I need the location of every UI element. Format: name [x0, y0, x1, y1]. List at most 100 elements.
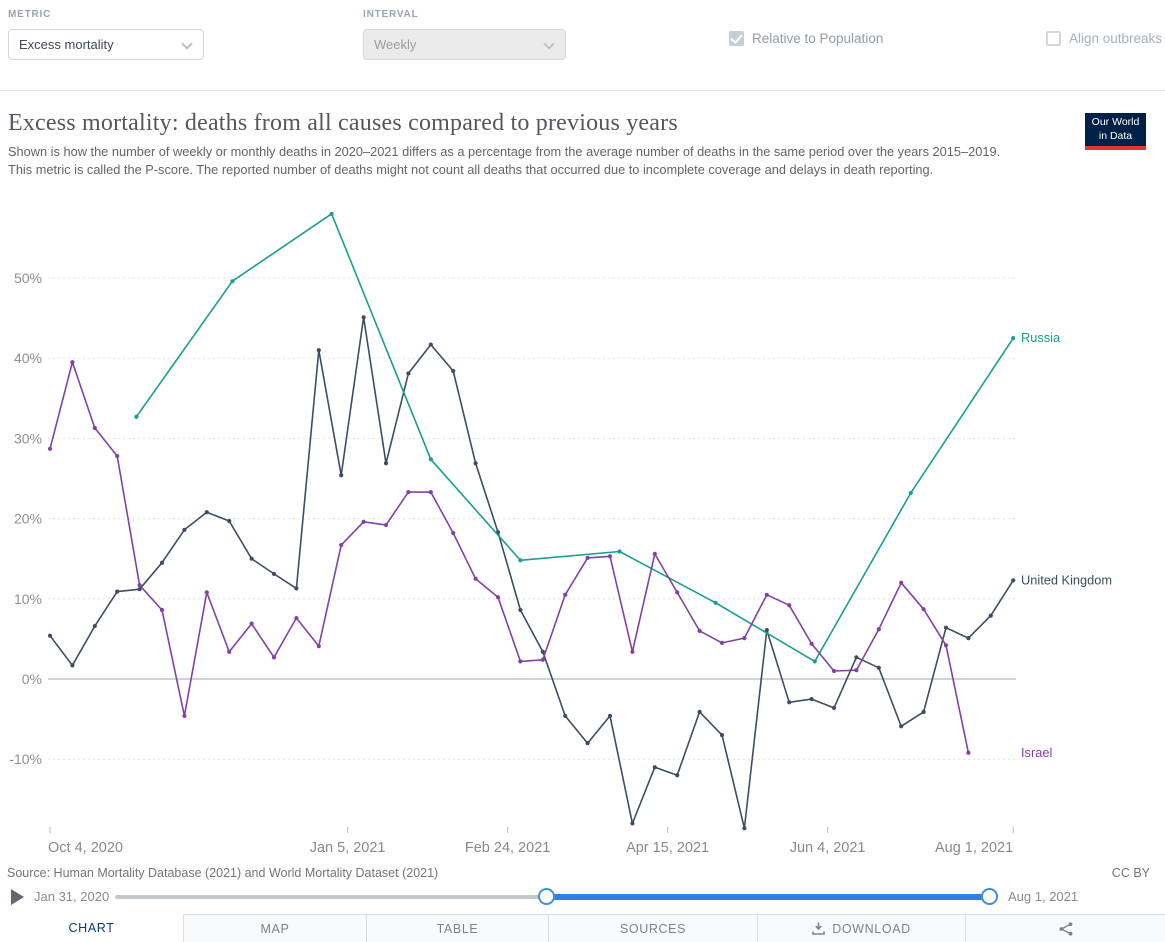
- data-point[interactable]: [652, 551, 657, 556]
- tab-map[interactable]: MAP: [183, 914, 366, 942]
- play-icon[interactable]: [11, 889, 24, 905]
- interval-dropdown[interactable]: Weekly: [363, 29, 566, 60]
- data-point[interactable]: [943, 643, 949, 648]
- data-point[interactable]: [921, 607, 926, 612]
- data-point[interactable]: [316, 348, 321, 353]
- series-end-label-russia[interactable]: Russia: [1021, 330, 1061, 345]
- data-point[interactable]: [921, 709, 926, 714]
- data-point[interactable]: [249, 556, 254, 561]
- data-point[interactable]: [764, 627, 769, 633]
- series-end-label-united-kingdom[interactable]: United Kingdom: [1021, 572, 1112, 587]
- data-point[interactable]: [854, 655, 859, 660]
- data-point[interactable]: [697, 628, 702, 633]
- data-point[interactable]: [47, 446, 53, 451]
- data-point[interactable]: [451, 368, 456, 374]
- data-point[interactable]: [227, 649, 232, 654]
- data-point[interactable]: [406, 490, 411, 495]
- data-point[interactable]: [652, 765, 657, 770]
- data-point[interactable]: [249, 621, 254, 626]
- data-point[interactable]: [294, 586, 299, 591]
- data-point[interactable]: [697, 709, 702, 714]
- data-point[interactable]: [812, 659, 817, 664]
- data-point[interactable]: [115, 589, 120, 594]
- data-point[interactable]: [473, 576, 478, 581]
- align-outbreaks-checkbox[interactable]: Align outbreaks: [1046, 31, 1162, 46]
- data-point[interactable]: [988, 613, 993, 618]
- data-point[interactable]: [451, 530, 456, 536]
- data-point[interactable]: [271, 655, 277, 660]
- tab-sources[interactable]: SOURCES: [548, 914, 757, 942]
- data-point[interactable]: [563, 713, 568, 718]
- timeline-end-date[interactable]: Aug 1, 2021: [1008, 889, 1079, 904]
- data-point[interactable]: [339, 473, 344, 478]
- data-point[interactable]: [713, 600, 718, 605]
- data-point[interactable]: [473, 461, 478, 466]
- data-point[interactable]: [495, 595, 501, 600]
- data-point[interactable]: [47, 633, 53, 638]
- data-point[interactable]: [831, 705, 837, 710]
- data-point[interactable]: [518, 607, 523, 613]
- data-point[interactable]: [831, 668, 837, 674]
- data-point[interactable]: [361, 519, 366, 524]
- data-point[interactable]: [227, 518, 232, 524]
- data-point[interactable]: [540, 657, 545, 662]
- data-point[interactable]: [809, 696, 814, 702]
- data-point[interactable]: [294, 615, 299, 621]
- data-point[interactable]: [787, 700, 792, 705]
- tab-share[interactable]: [965, 914, 1165, 942]
- data-point[interactable]: [540, 649, 545, 654]
- data-point[interactable]: [428, 457, 433, 462]
- data-point[interactable]: [908, 490, 913, 496]
- data-point[interactable]: [92, 623, 97, 629]
- license-badge[interactable]: CC BY: [1111, 866, 1150, 880]
- data-point[interactable]: [230, 279, 235, 284]
- data-point[interactable]: [383, 461, 389, 466]
- series-line-israel[interactable]: [49, 361, 970, 754]
- timeline-track-active[interactable]: [546, 894, 989, 900]
- data-point[interactable]: [428, 342, 433, 347]
- data-point[interactable]: [899, 580, 904, 585]
- data-point[interactable]: [943, 625, 949, 630]
- data-point[interactable]: [742, 826, 747, 831]
- data-point[interactable]: [607, 554, 613, 559]
- data-point[interactable]: [204, 510, 209, 515]
- data-point[interactable]: [329, 211, 334, 216]
- data-point[interactable]: [966, 750, 971, 755]
- data-point[interactable]: [406, 371, 411, 376]
- series-line-united-kingdom[interactable]: [49, 316, 1015, 830]
- timeline-track-inactive[interactable]: [115, 895, 546, 899]
- timeline-handle-start[interactable]: [538, 888, 555, 905]
- data-point[interactable]: [159, 607, 165, 613]
- data-point[interactable]: [787, 603, 792, 608]
- series-line-russia[interactable]: [135, 212, 1015, 663]
- data-point[interactable]: [809, 641, 814, 646]
- data-point[interactable]: [899, 724, 904, 729]
- tab-download[interactable]: DOWNLOAD: [757, 914, 965, 942]
- data-point[interactable]: [719, 733, 725, 738]
- data-point[interactable]: [742, 635, 747, 641]
- data-point[interactable]: [876, 665, 881, 670]
- data-point[interactable]: [70, 360, 75, 365]
- data-point[interactable]: [585, 555, 590, 560]
- timeline-handle-end[interactable]: [981, 888, 998, 905]
- data-point[interactable]: [428, 490, 433, 495]
- data-point[interactable]: [617, 549, 622, 554]
- data-point[interactable]: [675, 773, 680, 778]
- relative-to-population-checkbox[interactable]: Relative to Population: [729, 31, 883, 46]
- data-point[interactable]: [115, 453, 120, 459]
- tab-table[interactable]: TABLE: [366, 914, 548, 942]
- data-point[interactable]: [182, 713, 187, 718]
- data-point[interactable]: [764, 592, 769, 597]
- data-point[interactable]: [607, 713, 613, 718]
- data-point[interactable]: [563, 592, 568, 597]
- data-point[interactable]: [361, 315, 366, 320]
- data-point[interactable]: [137, 583, 142, 588]
- data-point[interactable]: [854, 668, 859, 673]
- data-point[interactable]: [630, 649, 635, 654]
- data-point[interactable]: [518, 659, 523, 664]
- data-point[interactable]: [966, 635, 971, 641]
- data-point[interactable]: [630, 821, 635, 826]
- data-point[interactable]: [339, 542, 344, 548]
- data-point[interactable]: [1011, 578, 1016, 583]
- data-point[interactable]: [271, 571, 277, 577]
